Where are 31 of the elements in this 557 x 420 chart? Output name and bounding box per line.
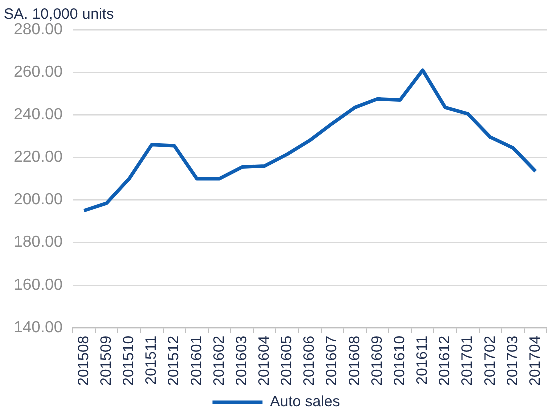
x-tick-label: 201609 (368, 336, 386, 386)
x-tick-label: 201702 (482, 336, 499, 386)
x-tick-label: 201604 (256, 336, 273, 386)
x-tick-label: 201703 (504, 336, 522, 386)
x-tick-label: 201602 (210, 336, 228, 386)
x-tick-label: 201510 (120, 336, 138, 386)
x-tick-label: 201605 (278, 336, 296, 386)
y-tick-label: 200.00 (14, 192, 64, 209)
x-tick-label: 201608 (346, 336, 364, 386)
x-tick-label: 201601 (188, 336, 206, 386)
x-tick-label: 201512 (166, 336, 183, 386)
x-tick-label: 201603 (233, 336, 250, 386)
y-tick-label: 240.00 (14, 106, 64, 124)
x-tick-label: 201511 (143, 336, 160, 385)
x-tick-label: 201606 (301, 336, 318, 386)
y-tick-label: 280.00 (14, 21, 64, 38)
chart-title: SA. 10,000 units (4, 6, 114, 24)
y-tick-label: 220.00 (14, 149, 64, 166)
y-tick-label: 140.00 (14, 319, 64, 336)
x-tick-label: 201701 (459, 336, 476, 386)
x-tick-label: 201508 (75, 336, 92, 386)
y-tick-label: 180.00 (14, 234, 64, 252)
x-tick-label: 201612 (436, 336, 454, 386)
y-tick-label: 260.00 (14, 64, 64, 81)
x-tick-label: 201611 (414, 336, 432, 385)
x-tick-label: 201509 (98, 336, 115, 386)
y-tick-label: 160.00 (14, 276, 64, 294)
x-tick-label: 201704 (526, 336, 544, 386)
x-tick-label: 201610 (391, 336, 408, 386)
x-tick-label: 201607 (324, 336, 341, 386)
legend-label: Auto sales (270, 394, 340, 411)
